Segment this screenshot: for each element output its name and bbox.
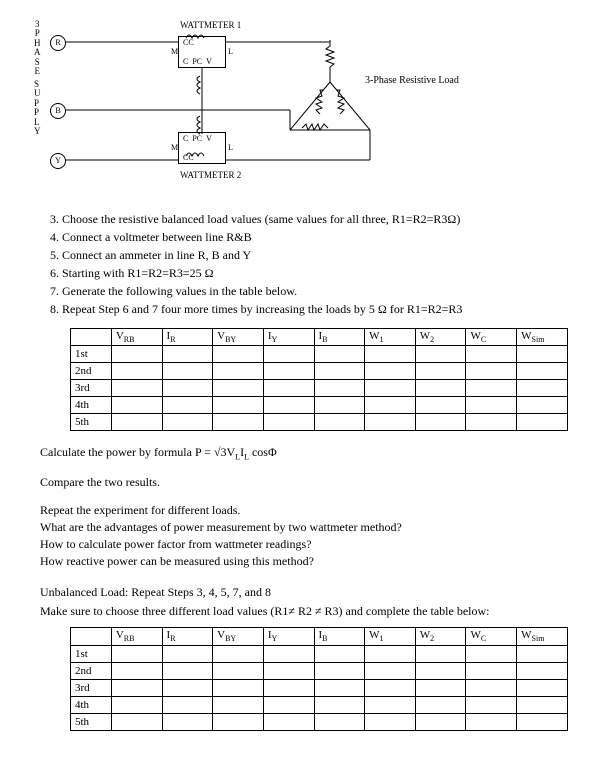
load-label: 3-Phase Resistive Load: [365, 75, 459, 86]
wattmeter2-title: WATTMETER 2: [180, 170, 241, 180]
instruction-item: 4. Connect a voltmeter between line R&B: [50, 228, 568, 246]
wattmeter2-box: M C PC V CC L: [178, 132, 226, 164]
instruction-item: 6. Starting with R1=R2=R3=25 Ω: [50, 264, 568, 282]
unbalanced-subheading: Make sure to choose three different load…: [40, 604, 568, 619]
unbalanced-heading: Unbalanced Load: Repeat Steps 3, 4, 5, 7…: [40, 584, 568, 601]
balanced-load-table: VRB IR VBY IY IB W1 W2 WC WSim 1st 2nd 3…: [70, 328, 568, 431]
question-line: How reactive power can be measured using…: [40, 553, 568, 570]
supply-label-top: 3 P H A S E: [34, 20, 41, 77]
table-row: 5th: [71, 414, 568, 431]
instruction-item: 5. Connect an ammeter in line R, B and Y: [50, 246, 568, 264]
instruction-list: 3. Choose the resistive balanced load va…: [50, 210, 568, 318]
power-formula: Calculate the power by formula P = √3VLI…: [40, 445, 568, 461]
question-line: How to calculate power factor from wattm…: [40, 536, 568, 553]
wattmeter1-box: M CC L C PC V: [178, 36, 226, 68]
table-row: 1st: [71, 346, 568, 363]
table-header-row: VRB IR VBY IY IB W1 W2 WC WSim: [71, 628, 568, 645]
instruction-item: 7. Generate the following values in the …: [50, 282, 568, 300]
wattmeter1-title: WATTMETER 1: [180, 20, 241, 30]
terminal-b: B: [50, 103, 66, 119]
circuit-diagram: 3 P H A S E S U P P L Y R B Y WATTMETER …: [30, 20, 568, 200]
wm1-l-label: L: [228, 47, 233, 56]
instruction-item: 8. Repeat Step 6 and 7 four more times b…: [50, 300, 568, 318]
table-row: 5th: [71, 713, 568, 730]
table-row: 3rd: [71, 380, 568, 397]
table-header-row: VRB IR VBY IY IB W1 W2 WC WSim: [71, 329, 568, 346]
wm2-m-label: M: [171, 143, 178, 152]
diagram-svg: [30, 20, 550, 200]
wm2-cc-label: CC: [183, 153, 194, 162]
table-row: 4th: [71, 397, 568, 414]
table-row: 2nd: [71, 662, 568, 679]
page: 3 P H A S E S U P P L Y R B Y WATTMETER …: [0, 0, 598, 759]
table-row: 2nd: [71, 363, 568, 380]
table-row: 3rd: [71, 679, 568, 696]
terminal-y: Y: [50, 153, 66, 169]
compare-line: Compare the two results.: [40, 474, 568, 491]
terminal-r: R: [50, 35, 66, 51]
wm1-cc-label: CC: [183, 38, 194, 47]
table-row: 1st: [71, 645, 568, 662]
wm1-m-label: M: [171, 47, 178, 56]
unbalanced-load-table: VRB IR VBY IY IB W1 W2 WC WSim 1st 2nd 3…: [70, 627, 568, 730]
wm2-l-label: L: [228, 143, 233, 152]
supply-label-bottom: S U P P L Y: [34, 80, 41, 137]
table-row: 4th: [71, 696, 568, 713]
instruction-item: 3. Choose the resistive balanced load va…: [50, 210, 568, 228]
questions-block: Repeat the experiment for different load…: [40, 502, 568, 569]
question-line: Repeat the experiment for different load…: [40, 502, 568, 519]
question-line: What are the advantages of power measure…: [40, 519, 568, 536]
